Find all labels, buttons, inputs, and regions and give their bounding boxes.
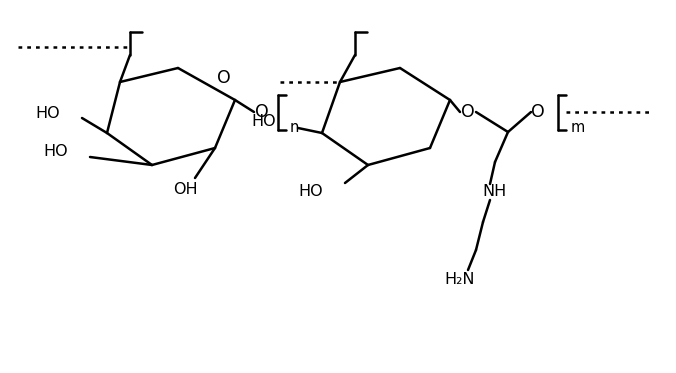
Text: O: O	[217, 69, 231, 87]
Text: n: n	[290, 120, 299, 135]
Text: OH: OH	[172, 182, 197, 197]
Text: O: O	[531, 103, 545, 121]
Text: H₂N: H₂N	[445, 273, 475, 288]
Text: HO: HO	[251, 115, 276, 129]
Text: NH: NH	[483, 185, 507, 200]
Text: m: m	[571, 120, 585, 135]
Text: O: O	[255, 103, 269, 121]
Text: HO: HO	[298, 185, 323, 200]
Text: O: O	[461, 103, 475, 121]
Text: HO: HO	[43, 144, 68, 160]
Text: HO: HO	[35, 106, 60, 120]
